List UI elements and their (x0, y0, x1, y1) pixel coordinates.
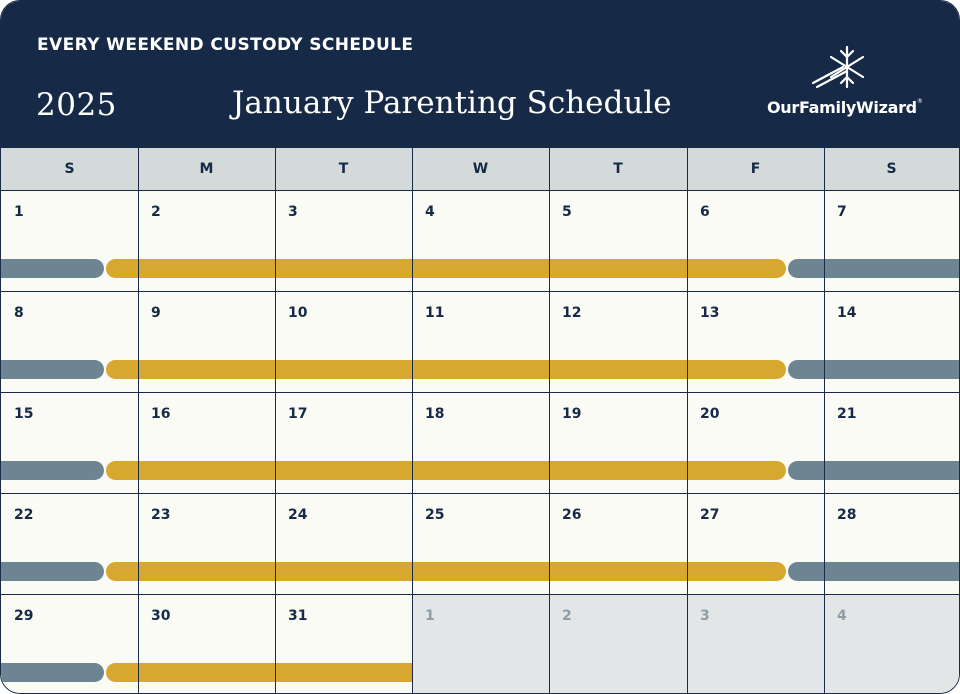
page-title: January Parenting Schedule (232, 85, 672, 121)
row-divider (1, 593, 959, 595)
day-number: 8 (14, 305, 24, 321)
calendar-day-cell-next-month[interactable]: 2 (549, 594, 687, 693)
row-divider (1, 189, 959, 191)
day-number: 20 (700, 406, 720, 422)
weekday-header-friday: F (750, 161, 761, 177)
day-number: 27 (700, 507, 720, 523)
weekday-custody-bar (106, 259, 786, 278)
weekday-custody-bar (106, 663, 412, 682)
weekday-header-saturday: S (886, 161, 897, 177)
day-number: 19 (562, 406, 582, 422)
day-number: 3 (288, 204, 298, 220)
day-number: 31 (288, 608, 308, 624)
day-number: 11 (425, 305, 445, 321)
column-divider (548, 147, 550, 693)
calendar-day-cell-next-month[interactable]: 1 (412, 594, 549, 693)
weekend-custody-bar-friday-saturday (788, 562, 959, 581)
day-number: 14 (837, 305, 857, 321)
weekend-custody-bar-friday-saturday (788, 259, 959, 278)
day-number: 21 (837, 406, 857, 422)
day-number: 13 (700, 305, 720, 321)
day-number: 1 (425, 608, 435, 624)
day-number: 16 (151, 406, 171, 422)
day-number: 22 (14, 507, 34, 523)
day-number: 2 (151, 204, 161, 220)
row-divider (1, 290, 959, 292)
weekday-header-sunday: S (64, 161, 75, 177)
weekday-custody-bar (106, 562, 786, 581)
day-number: 15 (14, 406, 34, 422)
weekend-custody-bar-friday-saturday (788, 360, 959, 379)
calendar-day-cell-next-month[interactable]: 3 (687, 594, 824, 693)
column-divider (823, 147, 825, 693)
year-label: 2025 (36, 87, 117, 123)
day-number: 6 (700, 204, 710, 220)
day-number: 10 (288, 305, 308, 321)
snowflake-logo-icon (811, 45, 865, 89)
schedule-type-label: EVERY WEEKEND CUSTODY SCHEDULE (37, 35, 414, 55)
day-number: 28 (837, 507, 857, 523)
day-number: 5 (562, 204, 572, 220)
day-number: 1 (14, 204, 24, 220)
day-number: 12 (562, 305, 582, 321)
weekday-header-wednesday: W (472, 161, 489, 177)
day-number: 18 (425, 406, 445, 422)
weekend-custody-bar-sunday (1, 461, 104, 480)
weekend-custody-bar-sunday (1, 360, 104, 379)
weekend-custody-bar-sunday (1, 259, 104, 278)
day-number: 4 (837, 608, 847, 624)
weekday-header-thursday: T (613, 161, 623, 177)
day-number: 29 (14, 608, 34, 624)
weekday-custody-bar (106, 360, 786, 379)
day-number: 26 (562, 507, 582, 523)
calendar-day-cell-next-month[interactable]: 4 (824, 594, 959, 693)
day-number: 3 (700, 608, 710, 624)
column-divider (137, 147, 139, 693)
column-divider (274, 147, 276, 693)
weekend-custody-bar-sunday (1, 663, 104, 682)
day-number: 25 (425, 507, 445, 523)
row-divider (1, 146, 959, 148)
row-divider (1, 391, 959, 393)
row-divider (1, 492, 959, 494)
column-divider (686, 147, 688, 693)
header: EVERY WEEKEND CUSTODY SCHEDULE 2025 Janu… (1, 1, 959, 147)
weekend-custody-bar-friday-saturday (788, 461, 959, 480)
day-number: 9 (151, 305, 161, 321)
day-number: 24 (288, 507, 308, 523)
weekday-header-tuesday: T (338, 161, 349, 177)
weekday-custody-bar (106, 461, 786, 480)
day-number: 17 (288, 406, 308, 422)
day-number: 23 (151, 507, 171, 523)
day-number: 2 (562, 608, 572, 624)
brand-logo-text: OurFamilyWizard® (767, 98, 923, 117)
column-divider (411, 147, 413, 693)
weekday-header-monday: M (199, 161, 214, 177)
day-number: 30 (151, 608, 171, 624)
day-number: 7 (837, 204, 847, 220)
day-number: 4 (425, 204, 435, 220)
weekend-custody-bar-sunday (1, 562, 104, 581)
